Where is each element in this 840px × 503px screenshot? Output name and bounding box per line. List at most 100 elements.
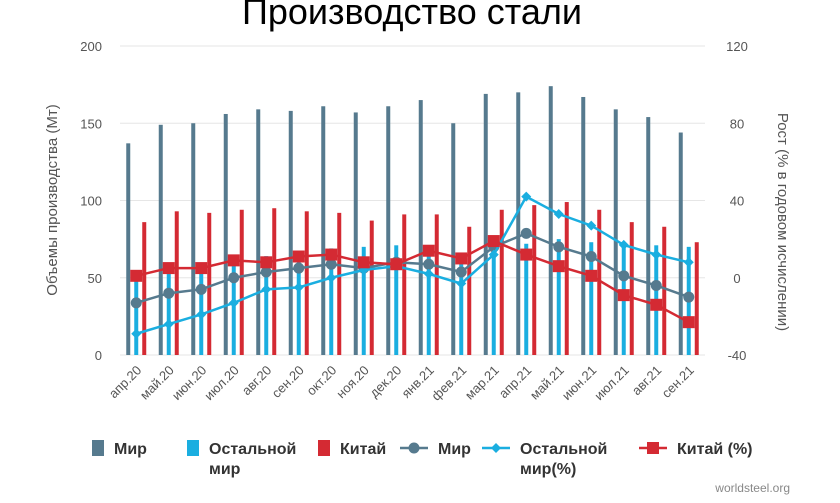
x-tick-label: дек.20 bbox=[366, 363, 404, 401]
bar bbox=[272, 208, 277, 355]
legend-swatch bbox=[187, 440, 199, 456]
y-axis-label: Объемы производства (Мт) bbox=[44, 104, 61, 295]
legend: Мир Остальной мир Китай Мир Остальной мир(%) Ки… bbox=[92, 440, 753, 478]
point bbox=[357, 256, 370, 269]
point bbox=[292, 250, 305, 263]
x-tick-label: авг.20 bbox=[239, 363, 275, 399]
legend-label: мир bbox=[209, 461, 241, 478]
point bbox=[488, 249, 499, 260]
point bbox=[552, 260, 565, 273]
bar bbox=[524, 243, 529, 355]
legend-label: Китай (%) bbox=[677, 441, 753, 458]
legend-marker bbox=[408, 442, 420, 454]
x-tick-label: мар.21 bbox=[462, 363, 502, 403]
y2-tick-label: 40 bbox=[730, 194, 744, 209]
y-axis-left: 0 50 100 150 200 bbox=[80, 39, 102, 363]
bar bbox=[467, 226, 472, 355]
bar bbox=[491, 236, 496, 355]
y2-tick-label: 120 bbox=[726, 39, 748, 54]
bar bbox=[548, 86, 553, 356]
bar bbox=[629, 222, 634, 355]
point bbox=[227, 254, 240, 267]
bar bbox=[564, 202, 569, 355]
point bbox=[423, 258, 435, 270]
point bbox=[130, 269, 143, 282]
point bbox=[456, 278, 467, 289]
bar bbox=[321, 106, 326, 355]
point bbox=[228, 297, 239, 308]
point bbox=[618, 239, 629, 250]
point bbox=[617, 289, 630, 302]
legend-swatch bbox=[318, 440, 330, 456]
bar bbox=[296, 253, 301, 355]
point bbox=[455, 266, 467, 278]
bar bbox=[678, 132, 683, 355]
point bbox=[163, 319, 174, 330]
point bbox=[195, 262, 208, 275]
lines-group bbox=[130, 191, 695, 339]
bar bbox=[581, 96, 586, 356]
point bbox=[586, 220, 597, 231]
point bbox=[487, 235, 500, 248]
y2-axis-label: Рост (% в годовом исчислении) bbox=[774, 113, 791, 331]
point bbox=[325, 258, 337, 270]
x-axis: апр.20май.20июн.20июл.20авг.20сен.20окт.… bbox=[106, 363, 697, 404]
bar bbox=[646, 117, 651, 355]
bar bbox=[418, 100, 423, 355]
y2-tick-label: -40 bbox=[728, 348, 747, 363]
point bbox=[553, 209, 564, 220]
bar bbox=[337, 212, 342, 355]
bar bbox=[459, 256, 464, 355]
point bbox=[228, 272, 240, 284]
x-tick-label: май.20 bbox=[137, 363, 177, 403]
bar bbox=[134, 276, 139, 355]
bar bbox=[516, 92, 521, 355]
bar bbox=[223, 113, 228, 355]
point bbox=[261, 284, 272, 295]
point bbox=[651, 249, 662, 260]
point bbox=[618, 270, 630, 282]
bar bbox=[304, 211, 309, 355]
bar bbox=[434, 214, 439, 355]
point bbox=[650, 279, 662, 291]
bar bbox=[613, 109, 618, 355]
bar bbox=[662, 226, 667, 355]
point bbox=[325, 248, 338, 261]
series-line bbox=[135, 194, 690, 335]
legend-label: Остальной bbox=[520, 441, 607, 458]
y-tick-label: 200 bbox=[80, 39, 102, 54]
x-tick-label: июл.21 bbox=[591, 363, 632, 404]
legend-label: Китай bbox=[340, 441, 386, 458]
point bbox=[521, 191, 532, 202]
bar bbox=[532, 205, 537, 355]
point bbox=[683, 291, 695, 303]
point bbox=[130, 297, 142, 309]
x-tick-label: окт.20 bbox=[304, 363, 340, 399]
bar bbox=[451, 123, 456, 355]
bar bbox=[126, 143, 131, 355]
source-label: worldsteel.org bbox=[714, 481, 790, 495]
bar bbox=[361, 246, 366, 355]
x-tick-label: фев.21 bbox=[428, 363, 469, 404]
point bbox=[683, 257, 694, 268]
point bbox=[195, 283, 207, 295]
bar bbox=[499, 209, 504, 355]
bar bbox=[394, 245, 399, 355]
x-tick-label: сен.21 bbox=[659, 363, 697, 401]
point bbox=[585, 251, 597, 263]
series-line bbox=[135, 239, 690, 324]
x-tick-label: июл.20 bbox=[201, 363, 242, 404]
bar bbox=[174, 211, 179, 355]
point bbox=[520, 227, 532, 239]
point bbox=[520, 248, 533, 261]
y-tick-label: 100 bbox=[80, 194, 102, 209]
bar bbox=[353, 112, 358, 355]
bar bbox=[239, 209, 244, 355]
y-tick-label: 150 bbox=[80, 116, 102, 131]
x-tick-label: сен.20 bbox=[269, 363, 307, 401]
y-axis-right: -40 0 40 80 120 bbox=[726, 39, 748, 363]
x-tick-label: июн.21 bbox=[559, 363, 599, 403]
y-tick-label: 50 bbox=[88, 271, 102, 286]
bar bbox=[483, 93, 488, 356]
